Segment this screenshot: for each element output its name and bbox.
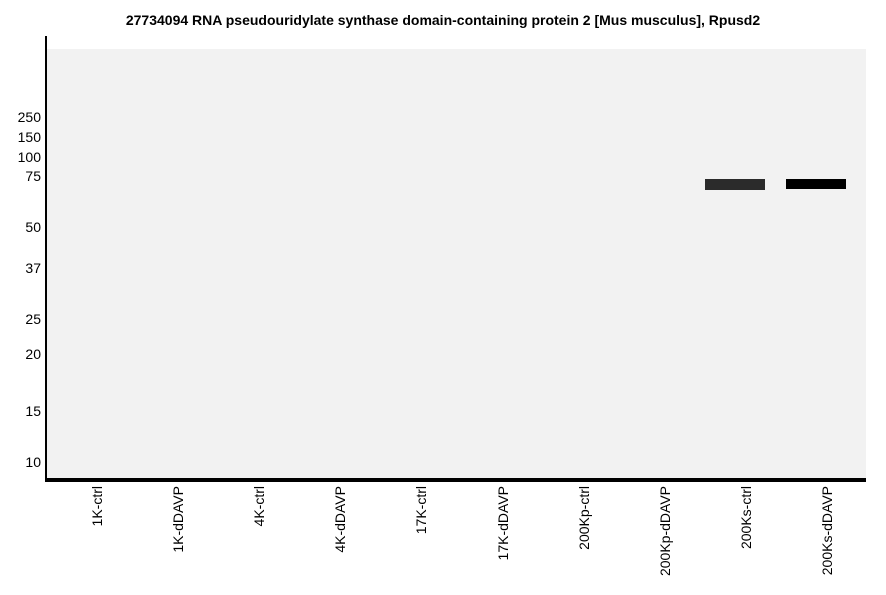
mw-marker-250: 250: [17, 109, 41, 125]
blot-plot-area: [47, 49, 866, 478]
lane-label-17K-dDAVP: 17K-dDAVP: [495, 486, 511, 561]
lane-label-4K-ctrl: 4K-ctrl: [251, 486, 267, 527]
mw-marker-10: 10: [25, 454, 41, 470]
lane-label-1K-ctrl: 1K-ctrl: [89, 486, 105, 527]
mw-marker-100: 100: [17, 149, 41, 165]
band-200Ks-ctrl: [705, 179, 765, 190]
mw-marker-25: 25: [25, 311, 41, 327]
mw-marker-20: 20: [25, 346, 41, 362]
lane-label-4K-dDAVP: 4K-dDAVP: [332, 486, 348, 553]
mw-marker-75: 75: [25, 168, 41, 184]
mw-marker-37: 37: [25, 260, 41, 276]
band-200Ks-dDAVP: [786, 179, 846, 189]
x-axis-line: [45, 478, 866, 482]
lane-label-200Ks-ctrl: 200Ks-ctrl: [738, 486, 754, 550]
mw-marker-150: 150: [17, 129, 41, 145]
mw-marker-15: 15: [25, 403, 41, 419]
lane-label-200Ks-dDAVP: 200Ks-dDAVP: [819, 486, 835, 576]
y-axis-line: [45, 36, 47, 482]
mw-marker-50: 50: [25, 219, 41, 235]
lane-label-17K-ctrl: 17K-ctrl: [413, 486, 429, 535]
lane-label-1K-dDAVP: 1K-dDAVP: [170, 486, 186, 553]
lane-label-200Kp-dDAVP: 200Kp-dDAVP: [657, 486, 673, 577]
figure-title: 27734094 RNA pseudouridylate synthase do…: [125, 12, 761, 28]
lane-label-200Kp-ctrl: 200Kp-ctrl: [576, 486, 592, 550]
